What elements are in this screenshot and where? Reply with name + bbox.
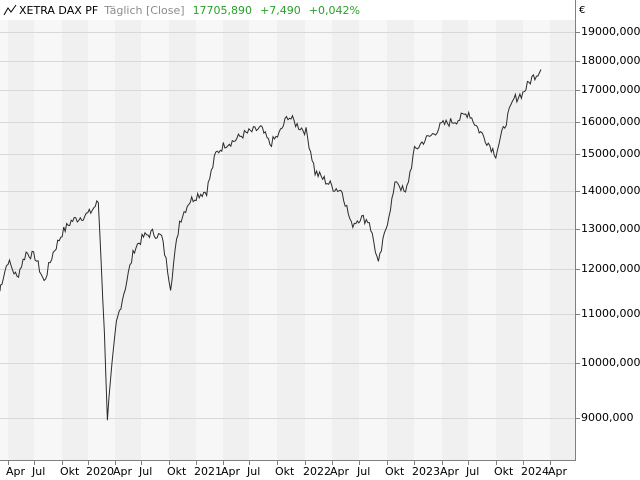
gridline [0, 314, 575, 315]
gridline [0, 418, 575, 419]
x-tick-mark [496, 461, 497, 465]
x-tick-label: 2021 [194, 465, 222, 478]
quarter-band [115, 0, 141, 460]
gridline [0, 229, 575, 230]
quarter-band [169, 0, 196, 460]
y-tick-label: 13000,000 [581, 222, 640, 235]
x-tick-label: 2024 [521, 465, 549, 478]
x-tick-label: Apr [548, 465, 568, 478]
x-tick-mark [88, 461, 89, 465]
x-tick-label: Jul [357, 465, 371, 478]
y-tick-label: 12000,000 [581, 262, 640, 275]
y-tick-mark [576, 269, 580, 270]
x-tick-mark [277, 461, 278, 465]
gridline [0, 32, 575, 33]
x-tick-label: Apr [440, 465, 460, 478]
x-tick-mark [523, 461, 524, 465]
x-tick-mark [442, 461, 443, 465]
last-price: 17705,890 [192, 3, 253, 17]
quarter-band [277, 0, 305, 460]
y-tick-mark [576, 314, 580, 315]
x-axis: Apr Jul Okt 2020 Apr Jul Okt 2021 Apr Jul Okt 2022 A… [0, 461, 576, 480]
x-tick-mark [550, 461, 551, 465]
x-tick-label: Jul [466, 465, 480, 478]
x-tick-mark [141, 461, 142, 465]
x-tick-label: Jul [139, 465, 153, 478]
y-tick-label: 10000,000 [581, 356, 640, 369]
x-tick-mark [223, 461, 224, 465]
x-tick-mark [359, 461, 360, 465]
quarter-band [550, 0, 575, 460]
x-tick-label: Okt [167, 465, 187, 478]
chart-header: XETRA DAX PF Täglich [Close] 17705,890 +… [0, 0, 575, 20]
x-tick-mark [169, 461, 170, 465]
period-label: Täglich [Close] [104, 3, 185, 17]
gridline [0, 154, 575, 155]
x-tick-label: Jul [32, 465, 46, 478]
y-tick-mark [576, 363, 580, 364]
x-tick-mark [115, 461, 116, 465]
instrument-symbol: XETRA DAX PF [19, 3, 99, 17]
y-tick-mark [576, 418, 580, 419]
x-tick-mark [468, 461, 469, 465]
x-tick-mark [414, 461, 415, 465]
x-tick-label: Apr [221, 465, 241, 478]
quarter-band [442, 0, 468, 460]
x-tick-label: Okt [275, 465, 295, 478]
x-tick-mark [34, 461, 35, 465]
y-tick-label: 9000,000 [581, 411, 634, 424]
y-tick-label: 17000,000 [581, 83, 640, 96]
quarter-band [8, 0, 34, 460]
x-tick-label: 2023 [412, 465, 440, 478]
y-tick-mark [576, 32, 580, 33]
quarter-band [332, 0, 359, 460]
x-tick-mark [196, 461, 197, 465]
y-tick-label: 19000,000 [581, 25, 640, 38]
gridline [0, 61, 575, 62]
x-tick-mark [387, 461, 388, 465]
y-tick-mark [576, 191, 580, 192]
y-tick-mark [576, 61, 580, 62]
x-tick-label: Okt [494, 465, 514, 478]
y-tick-label: 15000,000 [581, 147, 640, 160]
gridline [0, 363, 575, 364]
y-tick-label: 16000,000 [581, 115, 640, 128]
gridline [0, 122, 575, 123]
line-chart-icon [3, 4, 17, 16]
y-tick-label: 18000,000 [581, 54, 640, 67]
y-tick-label: 11000,000 [581, 307, 640, 320]
x-tick-mark [62, 461, 63, 465]
x-tick-mark [249, 461, 250, 465]
quarter-band [223, 0, 249, 460]
price-change-percent: +0,042% [308, 3, 360, 17]
gridline [0, 191, 575, 192]
y-tick-label: 14000,000 [581, 184, 640, 197]
y-tick-mark [576, 122, 580, 123]
x-tick-label: Okt [60, 465, 80, 478]
y-axis: € 19000,000 18000,000 17000,000 16000,000 15… [576, 0, 640, 461]
x-tick-label: 2022 [303, 465, 331, 478]
x-tick-mark [8, 461, 9, 465]
x-tick-label: Apr [113, 465, 133, 478]
x-tick-label: Apr [330, 465, 350, 478]
x-tick-mark [305, 461, 306, 465]
price-line [0, 69, 542, 421]
y-tick-mark [576, 90, 580, 91]
x-tick-mark [332, 461, 333, 465]
quarter-band [62, 0, 88, 460]
y-tick-mark [576, 154, 580, 155]
x-tick-label: Okt [385, 465, 405, 478]
quarter-band [496, 0, 523, 460]
gridline [0, 269, 575, 270]
chart-plot-area[interactable]: XETRA DAX PF Täglich [Close] 17705,890 +… [0, 0, 576, 461]
x-tick-label: Apr [6, 465, 26, 478]
gridline [0, 90, 575, 91]
currency-label: € [579, 5, 586, 16]
x-tick-label: 2020 [86, 465, 114, 478]
quarter-band [387, 0, 414, 460]
x-tick-label: Jul [247, 465, 261, 478]
y-tick-mark [576, 229, 580, 230]
price-change: +7,490 [260, 3, 301, 17]
